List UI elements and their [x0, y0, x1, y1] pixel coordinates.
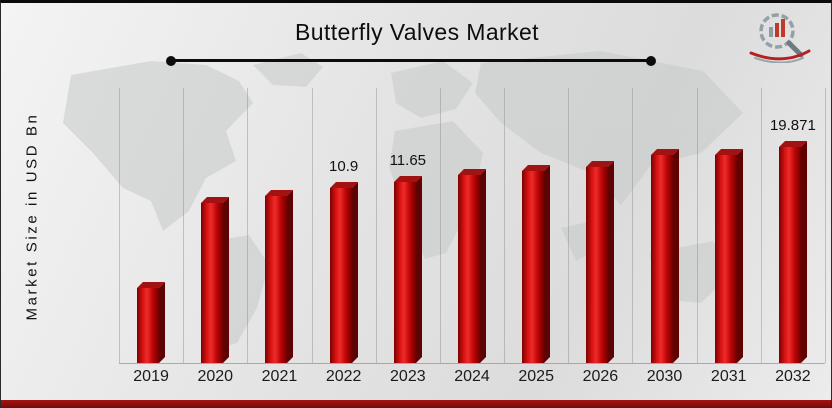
gridline	[311, 88, 313, 363]
title-underline	[166, 55, 656, 66]
x-tick-2026: 2026	[582, 368, 619, 385]
gridline	[375, 88, 377, 363]
x-axis-labels: 2019 2020 2021 2022 2023 2024 2025 2026 2030 2031…	[119, 368, 825, 392]
bar-2032	[778, 147, 801, 363]
x-tick-2030: 2030	[646, 368, 683, 385]
y-axis-label: Market Size in USD Bn	[23, 112, 41, 321]
underline-right-dot-icon	[646, 55, 656, 66]
gridline	[439, 88, 441, 363]
bar-value-label-2032: 19.871	[769, 117, 816, 134]
gridline	[504, 88, 506, 363]
bar-2025	[522, 171, 545, 363]
bar-2023	[393, 182, 416, 363]
underline-left-dot-icon	[166, 55, 176, 66]
bar-column-2025	[504, 88, 568, 363]
bar-column-2032: 19.871	[761, 88, 825, 363]
x-tick-2024: 2024	[454, 368, 490, 385]
gridline	[825, 88, 826, 363]
gridline	[568, 88, 570, 363]
x-axis-line	[119, 363, 825, 364]
bar-2026	[586, 167, 609, 363]
chart-title: Butterfly Valves Market	[295, 19, 539, 45]
gridline	[183, 88, 185, 363]
x-tick-2032: 2032	[775, 368, 811, 385]
bottom-accent-bar	[1, 400, 831, 407]
bar-column-2020	[183, 88, 247, 363]
bar-2019	[137, 288, 160, 363]
x-tick-2031: 2031	[710, 368, 747, 385]
x-tick-2023: 2023	[390, 368, 426, 385]
x-tick-2025: 2025	[518, 368, 554, 385]
bar-value-label-2023: 11.65	[389, 152, 427, 169]
market-research-logo-icon	[749, 13, 811, 63]
plot-area: 10.9 11.65 19.871	[119, 88, 826, 363]
bar-2031	[714, 155, 737, 363]
gridline	[760, 88, 762, 363]
bar-column-2019	[119, 88, 183, 363]
bar-column-2022: 10.9	[312, 88, 376, 363]
bar-2021	[265, 196, 288, 363]
bar-column-2023: 11.65	[376, 88, 440, 363]
bar-column-2024	[440, 88, 504, 363]
bar-column-2031	[697, 88, 761, 363]
x-tick-2022: 2022	[325, 368, 362, 385]
bar-2030	[650, 155, 673, 363]
gridline	[247, 88, 249, 363]
bar-2022	[329, 188, 352, 363]
bar-value-label-2022: 10.9	[329, 158, 359, 175]
bar-2020	[201, 203, 224, 363]
bar-column-2021	[247, 88, 311, 363]
bar-column-2026	[568, 88, 632, 363]
x-tick-2021: 2021	[261, 368, 298, 385]
gridline	[696, 88, 698, 363]
bar-column-2030	[632, 88, 696, 363]
bar-2024	[457, 175, 480, 363]
x-tick-2019: 2019	[133, 368, 169, 385]
gridline	[119, 88, 120, 363]
x-tick-2020: 2020	[197, 368, 234, 385]
gridline	[632, 88, 634, 363]
